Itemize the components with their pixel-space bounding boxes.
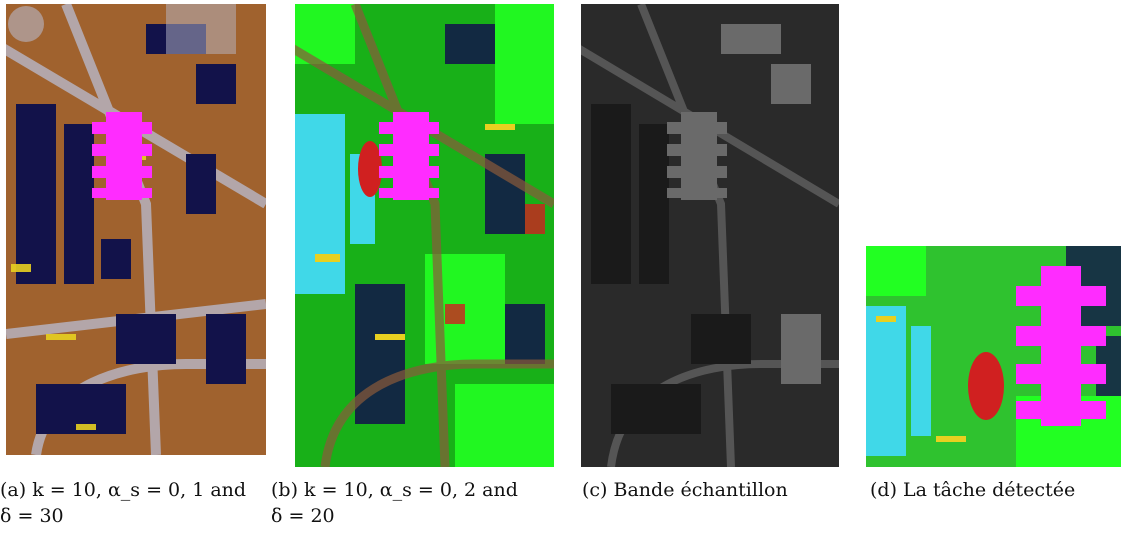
panel-a-caption-line1: (a) k = 10, α_s = 0, 1 and [0,479,247,501]
panel-a-caption-line2: δ = 30 [0,505,64,527]
panel-c-caption: (c) Bande échantillon [582,479,788,501]
panel-b-classification-map [295,4,554,467]
panel-d-magenta-building [1016,266,1106,426]
panel-b-image [295,4,554,467]
panel-b-caption-line2: δ = 20 [271,505,335,527]
panel-b-magenta-building [379,112,439,200]
panel-a-classification-map [6,4,266,455]
panel-d-image [866,246,1121,467]
panel-a-magenta-building [92,112,152,200]
panel-d-caption: (d) La tâche détectée [870,479,1076,501]
panel-c-image [581,4,839,467]
panel-d-detected-spot [866,246,1121,467]
panel-a-image [6,4,266,455]
panel-b-caption-line1: (b) k = 10, α_s = 0, 2 and [271,479,518,501]
panel-c-sample-band [581,4,839,467]
